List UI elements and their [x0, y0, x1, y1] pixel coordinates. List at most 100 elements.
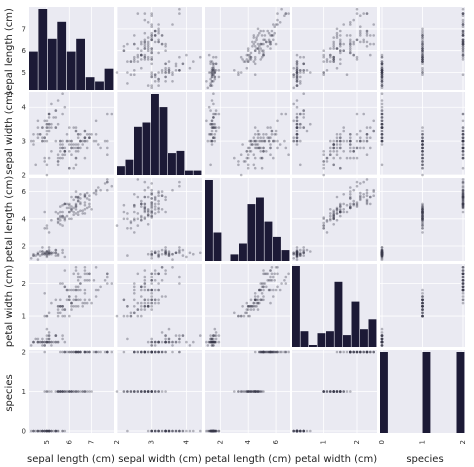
scatter-point [150, 429, 153, 433]
scatter-point [262, 133, 265, 136]
scatter-point [421, 60, 424, 63]
scatter-point [352, 350, 356, 354]
scatter-point [76, 197, 80, 200]
scatter-point [380, 69, 384, 72]
scatter-point [181, 334, 185, 337]
scatter-point [54, 251, 58, 255]
scatter-point [263, 282, 267, 285]
histogram-bar [104, 68, 114, 90]
scatter-point [278, 143, 282, 146]
scatter-point [461, 45, 465, 48]
scatter-point [61, 305, 64, 308]
scatter-point [380, 251, 384, 255]
scatter-point [421, 213, 424, 216]
scatter-point [258, 390, 261, 393]
scatter-point [287, 153, 290, 156]
scatter-point [150, 429, 153, 433]
scatter-point [213, 136, 217, 139]
scatter-point [322, 390, 326, 393]
scatter-point [263, 350, 267, 354]
scatter-point [295, 64, 299, 68]
scatter-point [380, 86, 384, 90]
scatter-point [249, 305, 253, 308]
scatter-point [421, 51, 424, 55]
scatter-point [461, 146, 465, 150]
scatter-point [217, 69, 221, 72]
x-tick-label: 5 [43, 440, 51, 444]
scatter-point [160, 34, 164, 37]
scatter-point [259, 288, 263, 292]
scatter-point [295, 133, 299, 136]
scatter-point [267, 136, 271, 139]
scatter-point [133, 193, 136, 196]
scatter-point [74, 298, 78, 302]
scatter-point [178, 7, 181, 11]
scatter-point [295, 251, 299, 255]
scatter-point [283, 350, 286, 354]
scatter-point [339, 205, 342, 208]
scatter-point [133, 42, 136, 46]
scatter-point [246, 390, 250, 393]
scatter-point [83, 301, 87, 305]
scatter-point [372, 350, 376, 354]
scatter-point [241, 58, 244, 61]
scatter-point [50, 429, 53, 433]
scatter-point [332, 214, 336, 218]
scatter-point [380, 75, 384, 79]
scatter-point [146, 40, 150, 44]
scatter-point [129, 73, 133, 76]
histogram-bar [230, 254, 239, 261]
scatter-point [461, 279, 465, 282]
scatter-point [54, 334, 58, 337]
scatter-point [248, 58, 251, 61]
scatter-point [252, 390, 256, 393]
scatter-point [70, 301, 73, 305]
scatter-point [299, 75, 302, 79]
scatter-point [421, 139, 424, 143]
scatter-point [32, 429, 35, 433]
scatter-point [302, 62, 306, 66]
scatter-point [63, 150, 67, 153]
scatter-point [126, 217, 129, 221]
scatter-point [143, 195, 147, 199]
scatter-point [349, 51, 352, 55]
scatter-point [284, 282, 288, 285]
scatter-point [81, 305, 84, 308]
scatter-point [365, 188, 369, 192]
scatter-point [32, 252, 35, 256]
scatter-point [150, 55, 153, 59]
scatter-point [94, 288, 98, 292]
scatter-point [146, 42, 150, 46]
scatter-point [133, 288, 136, 292]
scatter-point [349, 197, 352, 200]
scatter-point [143, 40, 147, 44]
scatter-point [332, 40, 336, 44]
scatter-point [380, 334, 384, 337]
scatter-point [150, 210, 153, 214]
scatter-point [329, 55, 332, 59]
scatter-point [94, 190, 98, 193]
scatter-point [421, 139, 424, 143]
scatter-point [253, 133, 257, 136]
scatter-point [212, 66, 215, 70]
scatter-point [126, 390, 129, 393]
scatter-point [332, 60, 336, 63]
scatter-point [174, 340, 178, 344]
scatter-point [63, 150, 67, 153]
y-tick-label: 2 [22, 349, 26, 357]
scatter-point [45, 337, 49, 341]
scatter-point [153, 344, 157, 347]
scatter-point [136, 178, 140, 181]
scatter-point [421, 71, 424, 74]
scatter-point [143, 275, 147, 279]
scatter-point [260, 350, 264, 354]
scatter-point [68, 390, 71, 393]
scatter-point [133, 305, 136, 308]
scatter-point [164, 251, 167, 255]
scatter-point [461, 203, 465, 207]
cell-sepal-length-vs-petal-width [292, 7, 377, 90]
scatter-point [72, 390, 75, 393]
scatter-point [295, 116, 299, 119]
scatter-point [146, 429, 150, 433]
scatter-point [239, 390, 243, 393]
